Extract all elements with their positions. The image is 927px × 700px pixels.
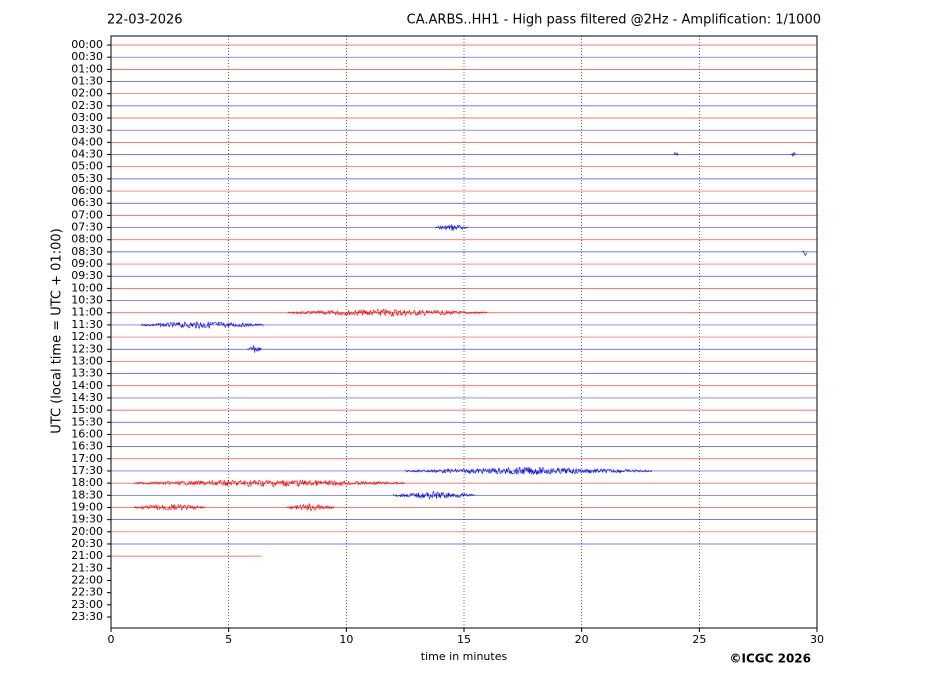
y-tick-label: 09:30: [71, 269, 103, 282]
burst: [247, 344, 262, 353]
y-tick-label: 19:30: [71, 513, 103, 526]
burst: [134, 479, 406, 488]
burst: [404, 466, 653, 475]
y-tick-label: 16:30: [71, 440, 103, 453]
y-tick-label: 10:30: [71, 294, 103, 307]
y-tick-label: 06:30: [71, 196, 103, 209]
y-tick-label: 19:00: [71, 500, 103, 513]
y-tick-label: 08:30: [71, 245, 103, 258]
y-tick-label: 16:00: [71, 427, 103, 440]
x-axis-label: time in minutes: [421, 650, 508, 663]
y-tick-label: 02:00: [71, 87, 103, 100]
burst: [435, 224, 469, 231]
x-tick-label: 25: [692, 633, 706, 646]
plot-frame: [110, 35, 818, 629]
y-tick-label: 07:00: [71, 208, 103, 221]
y-tick-label: 07:30: [71, 221, 103, 234]
y-tick-label: 03:30: [71, 123, 103, 136]
y-tick-label: 01:00: [71, 62, 103, 75]
burst: [802, 250, 808, 257]
credit: ©ICGC 2026: [729, 652, 811, 666]
burst: [673, 152, 678, 156]
y-tick-label: 22:30: [71, 586, 103, 599]
y-tick-label: 22:00: [71, 573, 103, 586]
chart-title: CA.ARBS..HH1 - High pass filtered @2Hz -…: [407, 13, 821, 28]
y-tick-label: 21:00: [71, 549, 103, 562]
y-tick-label: 23:30: [71, 610, 103, 623]
y-tick-label: 18:00: [71, 476, 103, 489]
y-tick-label: 15:00: [71, 403, 103, 416]
burst: [790, 151, 796, 157]
y-tick-label: 05:00: [71, 160, 103, 173]
y-tick-label: 01:30: [71, 75, 103, 88]
y-tick-label: 14:30: [71, 391, 103, 404]
y-tick-label: 23:00: [71, 598, 103, 611]
y-tick-label: 12:00: [71, 330, 103, 343]
burst: [287, 502, 335, 512]
y-tick-label: 18:30: [71, 488, 103, 501]
x-tick-label: 10: [339, 633, 353, 646]
y-tick-label: 06:00: [71, 184, 103, 197]
burst: [141, 321, 264, 330]
y-tick-label: 17:00: [71, 452, 103, 465]
y-tick-label: 13:00: [71, 354, 103, 367]
x-tick-label: 20: [575, 633, 589, 646]
x-tick-label: 5: [225, 633, 232, 646]
y-tick-label: 17:30: [71, 464, 103, 477]
x-tick-label: 15: [457, 633, 471, 646]
y-tick-label: 02:30: [71, 99, 103, 112]
y-axis-label: UTC (local time = UTC + 01:00): [50, 228, 65, 433]
x-tick-label: 30: [810, 633, 824, 646]
y-tick-label: 05:30: [71, 172, 103, 185]
y-tick-label: 00:30: [71, 50, 103, 63]
y-tick-label: 00:00: [71, 38, 103, 51]
burst: [133, 503, 205, 511]
burst: [287, 308, 488, 318]
y-tick-label: 11:30: [71, 318, 103, 331]
y-tick-label: 10:00: [71, 281, 103, 294]
y-tick-label: 11:00: [71, 306, 103, 319]
y-tick-label: 14:00: [71, 379, 103, 392]
y-tick-label: 04:00: [71, 135, 103, 148]
date: 22-03-2026: [107, 13, 183, 28]
burst: [393, 490, 476, 500]
x-tick-label: 0: [108, 633, 115, 646]
y-tick-label: 20:00: [71, 525, 103, 538]
y-tick-label: 08:00: [71, 233, 103, 246]
y-tick-label: 04:30: [71, 148, 103, 161]
y-tick-label: 15:30: [71, 415, 103, 428]
y-tick-label: 09:00: [71, 257, 103, 270]
y-tick-label: 20:30: [71, 537, 103, 550]
y-tick-label: 03:00: [71, 111, 103, 124]
y-tick-label: 21:30: [71, 561, 103, 574]
y-tick-label: 12:30: [71, 342, 103, 355]
y-tick-label: 13:30: [71, 367, 103, 380]
